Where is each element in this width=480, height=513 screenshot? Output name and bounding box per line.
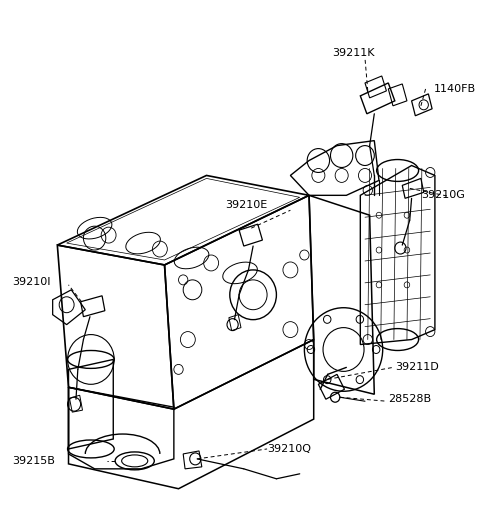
Text: 39210E: 39210E xyxy=(225,200,267,210)
Text: 1140FB: 1140FB xyxy=(434,84,476,94)
Text: 39210I: 39210I xyxy=(12,277,51,287)
Text: 39210Q: 39210Q xyxy=(267,444,311,454)
Text: 28528B: 28528B xyxy=(388,394,432,404)
Text: 39215B: 39215B xyxy=(12,456,56,466)
Text: 39211D: 39211D xyxy=(395,362,439,372)
Text: 39211K: 39211K xyxy=(332,48,375,58)
Text: 39210G: 39210G xyxy=(421,190,465,201)
